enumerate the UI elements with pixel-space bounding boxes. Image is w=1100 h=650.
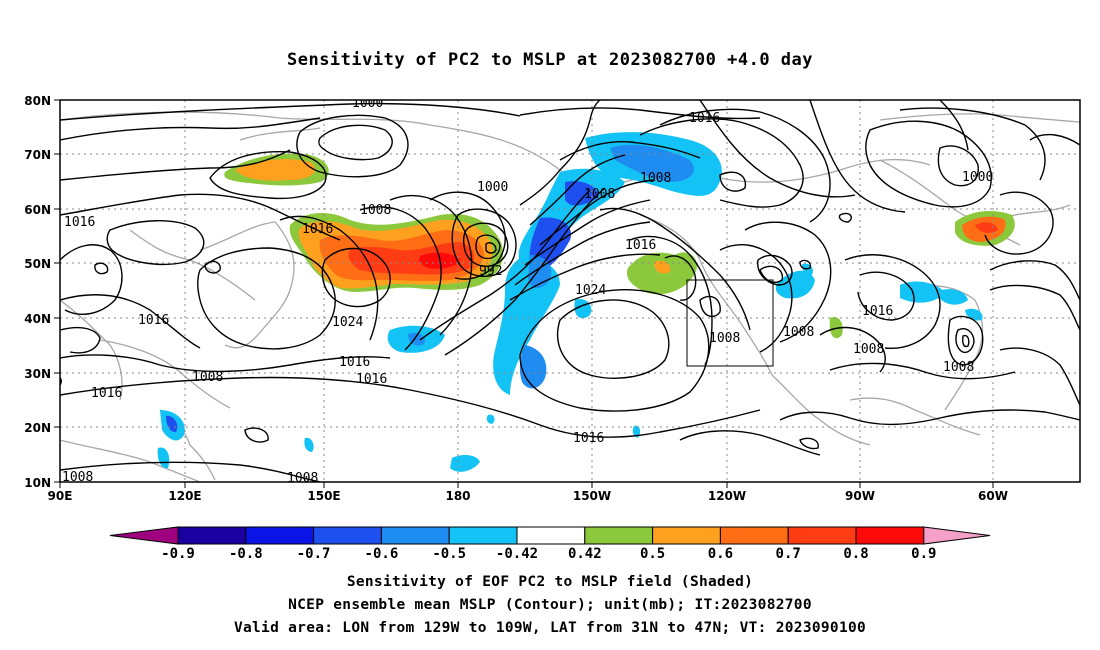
lon-label-120w: 120W [708,489,746,503]
colorbar-swatch [719,526,789,545]
colorbar-swatch [245,526,315,545]
colorbar-label: -0.42 [496,546,538,562]
contour-label: 1008 [853,342,884,357]
contour-label: 1008 [709,331,740,346]
lon-label-180: 180 [445,489,470,503]
lat-label-80n: 80N [24,94,51,108]
colorbar-label: -0.9 [161,546,195,562]
mslp-contours [60,100,1080,482]
colorbar-label: 0.6 [708,546,733,562]
colorbar-swatch [313,526,382,545]
contour-label: 1016 [339,355,370,370]
plot-frame [59,99,1081,483]
contour-label: 1008 [360,203,391,218]
contour-label: 1016 [302,222,333,237]
colorbar-swatch [177,526,247,545]
sensitivity-negative [157,132,983,472]
contour-label-layer: 1000 1016 1016 1008 1000 1008 1008 1000 … [62,96,993,486]
colorbar-swatch [448,526,518,545]
contour-label: 1016 [625,238,656,253]
map-title: Sensitivity of PC2 to MSLP at 2023082700… [286,50,813,70]
colorbar-swatch [652,526,721,545]
colorbar-label: 0.42 [568,546,602,562]
contour-label: 1024 [332,315,363,330]
colorbar-swatch [787,526,857,545]
lat-label-70n: 70N [24,148,51,162]
colorbar-labels: -0.9 -0.8 -0.7 -0.6 -0.5 -0.42 0.42 0.5 0.6 0.7 0.… [161,546,936,562]
contour-label: 1008 [584,187,615,202]
tick-marks [54,99,994,488]
lon-label-90e: 90E [48,489,73,503]
contour-label: 1016 [356,372,387,387]
contour-label: 1016 [91,386,122,401]
contour-label: 1008 [192,370,223,385]
colorbar-label: 0.7 [776,546,801,562]
contour-label: 1024 [575,283,606,298]
contour-label: 1008 [640,171,671,186]
footer-line-3: Valid area: LON from 129W to 109W, LAT f… [233,620,867,636]
lat-label-40n: 40N [24,312,51,326]
colorbar-label: -0.5 [432,546,466,562]
lon-label-90w: 90W [845,489,875,503]
colorbar-label: 0.9 [911,546,936,562]
lat-label-30n: 30N [24,367,51,381]
contour-label: 1008 [783,325,814,340]
colorbar-swatch [380,526,450,545]
colorbar-end-low [109,526,179,545]
lon-label-150e: 150E [307,489,340,503]
contour-label: 1016 [64,215,95,230]
contour-label: 1016 [862,304,893,319]
colorbar-label: 0.5 [640,546,665,562]
latitude-labels: 80N 70N 60N 50N 40N 30N 20N 10N [24,94,51,490]
lat-label-20n: 20N [24,421,51,435]
lon-label-60w: 60W [978,489,1008,503]
lon-label-120e: 120E [168,489,201,503]
footer-line-1: Sensitivity of EOF PC2 to MSLP field (Sh… [346,574,754,590]
lat-label-60n: 60N [24,203,51,217]
contour-label: 1008 [943,360,974,375]
colorbar-swatch [855,526,925,545]
valid-area-box [686,279,774,367]
colorbar-swatch [516,526,586,545]
colorbar-label: -0.7 [297,546,331,562]
contour-label: 1000 [962,170,993,185]
contour-label: 1016 [573,431,604,446]
contour-label: 1000 [477,180,508,195]
colorbar-label: 0.8 [843,546,868,562]
contour-label: 1000 [352,96,383,111]
contour-label: 1008 [62,470,93,485]
colorbar [109,526,991,545]
contour-label: 1008 [287,471,318,486]
colorbar-label: -0.8 [229,546,263,562]
colorbar-swatch [584,526,654,545]
contour-label: 1016 [138,313,169,328]
colorbar-end-high [923,526,991,545]
lon-label-150w: 150W [573,489,611,503]
contour-label: 1016 [689,111,720,126]
lat-label-10n: 10N [24,476,51,490]
colorbar-label: -0.6 [365,546,399,562]
lat-label-50n: 50N [24,257,51,271]
contour-label: 992 [479,264,502,279]
footer-line-2: NCEP ensemble mean MSLP (Contour); unit(… [288,597,812,613]
longitude-labels: 90E 120E 150E 180 150W 120W 90W 60W [48,489,1008,503]
map-content: 1000 1016 1016 1008 1000 1008 1008 1000 … [60,96,1080,486]
